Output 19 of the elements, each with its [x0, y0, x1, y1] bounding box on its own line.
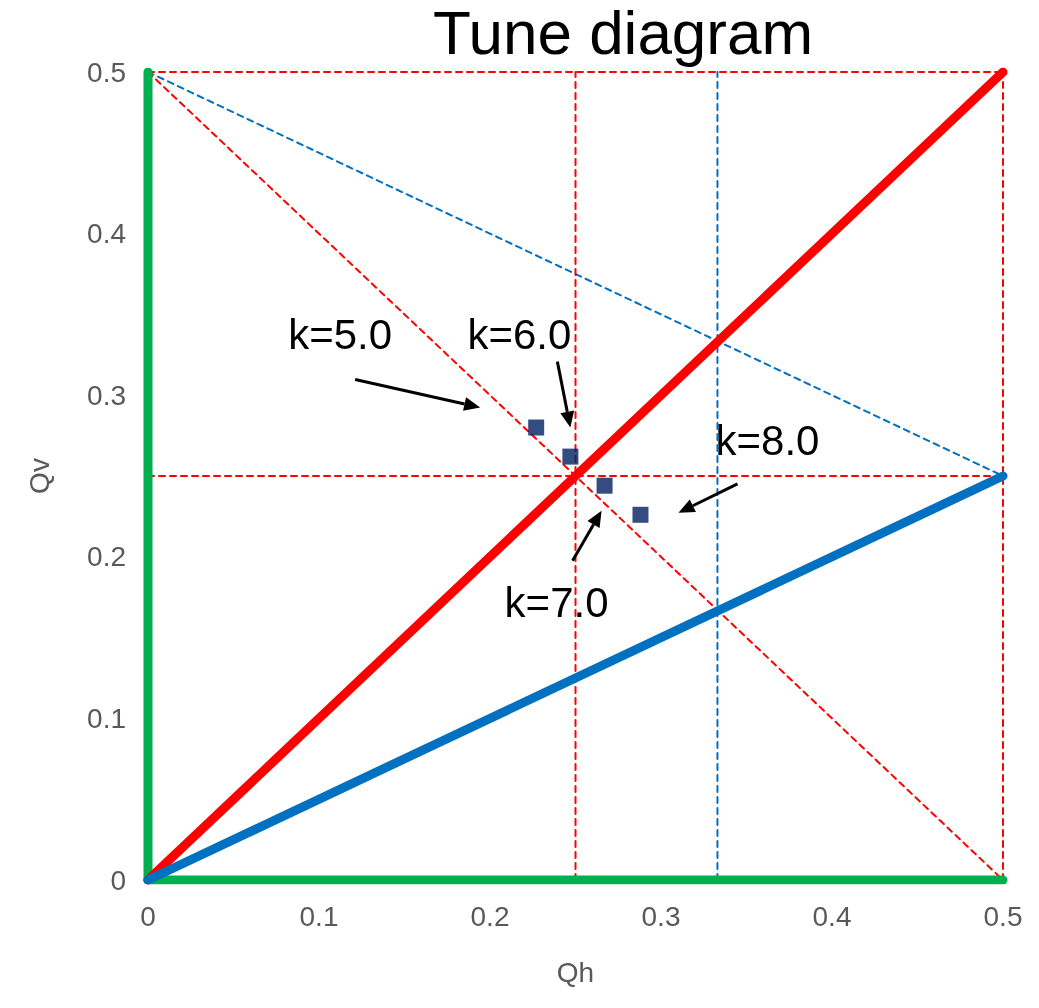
y-tick-label: 0.5 [87, 56, 126, 88]
x-tick-label: 0 [140, 900, 156, 932]
y-tick-label: 0.4 [87, 218, 126, 250]
annotation: k=8.0 [715, 417, 820, 465]
x-tick-label: 0.3 [641, 900, 681, 932]
y-tick-label: 0.3 [87, 379, 126, 411]
y-tick-label: 0.1 [87, 702, 126, 734]
y-tick-label: 0.2 [87, 541, 126, 573]
annotation: k=6.0 [467, 311, 572, 359]
annotation: k=5.0 [288, 311, 393, 359]
annotation: k=7.0 [504, 579, 609, 627]
x-axis-title: Qh [556, 956, 595, 988]
x-tick-label: 0.1 [299, 900, 339, 932]
x-tick-label: 0.2 [470, 900, 510, 932]
x-tick-label: 0.5 [983, 900, 1023, 932]
y-axis-title: Qv [23, 458, 55, 494]
x-tick-label: 0.4 [812, 900, 852, 932]
y-tick-label: 0 [110, 864, 126, 896]
chart-title: Tune diagram [432, 0, 814, 67]
